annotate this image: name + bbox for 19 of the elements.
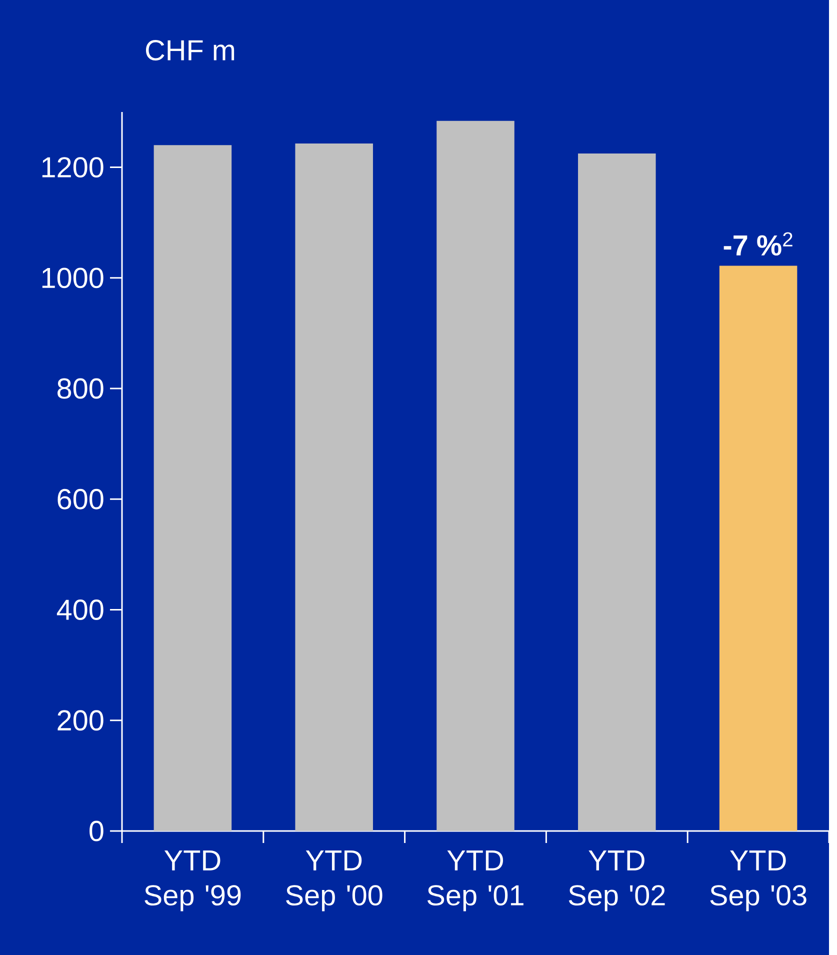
y-tick-label: 200: [58, 710, 104, 731]
y-tick-label: 600: [58, 488, 104, 510]
x-tick-label: YTD Sep '02: [569, 850, 665, 912]
bar: [436, 120, 515, 831]
y-tick-label: 800: [58, 378, 104, 399]
bar: [295, 144, 374, 831]
x-tick-label: YTD Sep '03: [710, 850, 807, 912]
bar: [578, 153, 656, 831]
x-tick-label: YTD Sep '01: [428, 850, 524, 912]
y-axis-title: CHF m: [146, 40, 234, 60]
annotation: -7 %$^{2}$: [724, 232, 793, 256]
y-tick-label: 400: [57, 600, 104, 620]
bar: [720, 266, 798, 831]
x-tick-label: YTD Sep '00: [286, 850, 382, 912]
bar: [154, 145, 232, 831]
y-tick-label: 0: [90, 820, 104, 842]
y-tick-label: 1000: [42, 268, 104, 288]
x-tick-label: YTD Sep '99: [144, 850, 241, 912]
y-tick-label: 1200: [42, 157, 104, 178]
